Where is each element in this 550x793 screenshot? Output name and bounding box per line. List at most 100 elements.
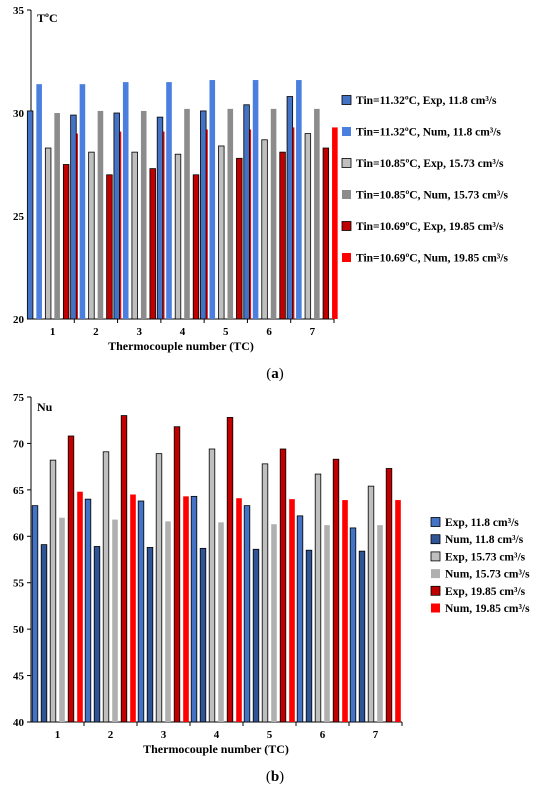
bar xyxy=(304,133,312,320)
legend-label: Exp, 19.85 cm³/s xyxy=(445,586,526,598)
legend: Tin=11.32ºC, Exp, 11.8 cm³/s Tin=11.32ºC,… xyxy=(341,95,508,265)
legend-swatch xyxy=(342,190,351,199)
legend: Exp, 11.8 cm³/s Num, 11.8 cm³/s Exp, 15.73… xyxy=(430,517,530,615)
legend-label: Tin=11.32ºC, Exp, 11.8 cm³/s xyxy=(356,95,497,107)
legend-label: Tin=11.32ºC, Num, 11.8 cm³/s xyxy=(356,127,501,139)
bar xyxy=(218,145,225,320)
legend-swatch xyxy=(341,95,352,105)
bar xyxy=(112,519,118,722)
x-axis-label: Thermocouple number (TC) xyxy=(108,339,254,353)
y-tick-label: 45 xyxy=(13,671,25,683)
x-tick-label: 5 xyxy=(223,326,229,338)
legend-label: Exp, 11.8 cm³/s xyxy=(445,517,519,529)
bar xyxy=(84,498,92,723)
bar xyxy=(270,108,277,319)
bar xyxy=(173,426,181,723)
y-tick-label: 60 xyxy=(13,531,25,543)
bar xyxy=(67,435,75,723)
bar xyxy=(296,515,304,723)
legend-swatch xyxy=(431,603,440,613)
y-axis-label: TºC xyxy=(37,11,58,25)
x-tick-label: 3 xyxy=(161,729,167,741)
figure-caption: (a) xyxy=(266,366,284,382)
legend-label: Tin=10.85ºC, Num, 15.73 cm³/s xyxy=(356,190,508,202)
bar xyxy=(137,500,145,723)
y-tick-label: 35 xyxy=(13,5,25,17)
bar xyxy=(44,147,52,320)
bar xyxy=(36,84,42,319)
bar xyxy=(140,110,147,319)
bar xyxy=(226,417,234,723)
bar xyxy=(62,164,70,320)
legend-label: Tin=10.85ºC, Exp, 15.73 cm³/s xyxy=(356,158,504,170)
bar xyxy=(79,84,86,319)
bar xyxy=(279,448,287,723)
bar xyxy=(385,468,393,723)
bar xyxy=(106,174,113,320)
bar xyxy=(88,151,95,320)
x-tick-label: 6 xyxy=(266,326,272,338)
y-tick-label: 55 xyxy=(13,578,25,590)
bar xyxy=(155,453,163,723)
bar xyxy=(165,521,171,722)
x-tick-label: 2 xyxy=(93,326,99,338)
legend-swatch xyxy=(341,221,352,231)
bar xyxy=(122,82,129,319)
bar xyxy=(395,500,401,722)
x-tick-label: 3 xyxy=(136,326,142,338)
bar xyxy=(149,168,156,320)
bar xyxy=(236,498,242,722)
bar xyxy=(131,151,138,320)
bar xyxy=(199,547,207,723)
chart-a: 20 25 30 35 1 2 3 4 5 6 7 TºC Thermocouple number (T… xyxy=(13,5,508,382)
bar xyxy=(377,525,383,722)
bar xyxy=(236,157,243,320)
x-tick-label: 4 xyxy=(214,729,220,741)
bar xyxy=(166,82,172,319)
bar xyxy=(296,80,302,319)
legend-swatch xyxy=(341,158,352,168)
bar xyxy=(200,110,207,320)
legend-label: Num, 15.73 cm³/s xyxy=(445,569,530,581)
bar xyxy=(174,153,182,320)
bar xyxy=(332,458,340,723)
bar xyxy=(190,495,198,723)
x-tick-label: 4 xyxy=(180,326,186,338)
legend-swatch xyxy=(430,585,441,596)
legend-swatch xyxy=(431,569,440,579)
y-tick-label: 75 xyxy=(13,392,25,404)
x-tick-label: 5 xyxy=(267,729,273,741)
x-tick-label: 7 xyxy=(310,326,316,338)
bar xyxy=(156,116,164,320)
bar xyxy=(31,505,39,723)
legend-label: Num, 11.8 cm³/s xyxy=(445,534,524,546)
bar xyxy=(271,524,277,722)
bar xyxy=(120,415,128,723)
bar xyxy=(113,112,120,320)
bar xyxy=(93,546,101,723)
bar xyxy=(324,525,330,722)
y-tick-label: 20 xyxy=(13,314,25,326)
legend-swatch xyxy=(430,534,441,545)
x-tick-label: 2 xyxy=(108,729,114,741)
bar xyxy=(342,500,348,722)
figure-caption: (b) xyxy=(266,769,284,785)
y-tick-label: 65 xyxy=(13,485,25,497)
bar xyxy=(70,114,77,320)
bar xyxy=(40,544,48,723)
bar xyxy=(130,494,136,722)
bar xyxy=(209,80,216,319)
legend-label: Tin=10.69ºC, Num, 19.85 cm³/s xyxy=(356,253,508,265)
bar xyxy=(102,451,110,723)
y-tick-label: 30 xyxy=(13,108,25,120)
x-tick-label: 1 xyxy=(55,729,61,741)
bar xyxy=(49,459,57,723)
bar xyxy=(54,113,60,319)
bar xyxy=(243,104,250,320)
legend-label: Exp, 15.73 cm³/s xyxy=(445,551,526,563)
bar xyxy=(322,147,330,320)
bar xyxy=(77,491,83,722)
y-tick-label: 70 xyxy=(13,438,25,450)
